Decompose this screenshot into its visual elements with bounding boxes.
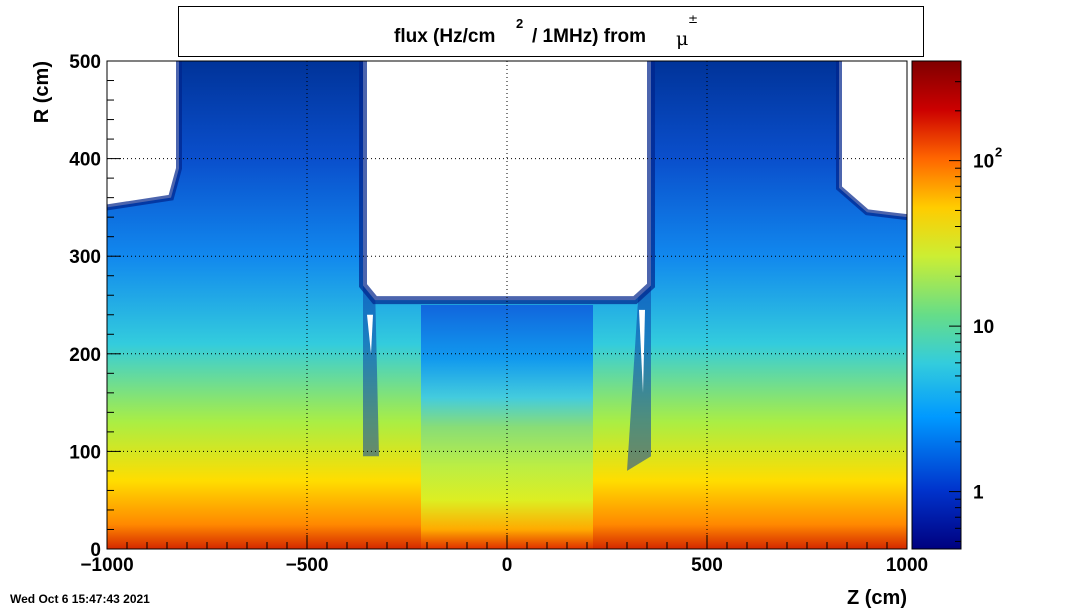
grid-lines [107,61,907,549]
colorbar [911,60,962,550]
x-tick-label: 0 [502,555,513,576]
chart-title-superscript: 2 [516,16,524,31]
colorbar-tick-label-sup: 2 [995,145,1002,160]
empty-region-right [835,61,907,218]
y-tick-label: 200 [69,345,101,366]
y-tick-label: 500 [69,52,101,73]
edge-left [107,61,182,211]
empty-notch-left [367,314,373,354]
x-tick-label: −500 [286,555,329,576]
heat-dark-band-right [627,285,651,471]
x-tick-label: −1000 [80,555,133,576]
x-tick-label: 500 [691,555,723,576]
x-tick-label: 1000 [886,555,928,576]
y-tick-label: 300 [69,247,101,268]
chart-title-prefix: flux (Hz/cm [394,26,496,47]
heatmap-area [107,61,907,549]
chart-title-particle-sup: ± [688,12,699,26]
timestamp: Wed Oct 6 15:47:43 2021 [10,592,150,606]
title-box [178,6,924,57]
colorbar-tick-label: 1 [973,483,984,504]
empty-notch-right [639,309,645,393]
empty-region-center [363,61,651,301]
y-tick-label: 0 [90,540,101,561]
y-tick-label: 100 [69,442,101,463]
chart-title-particle: μ [676,28,689,50]
heat-dark-band-left [363,285,379,457]
edge-right [836,61,907,221]
y-axis-label: R (cm) [31,61,53,123]
y-tick-label: 400 [69,150,101,171]
colorbar-tick-label: 10 [973,152,994,173]
edge-center [359,61,655,305]
empty-region-left [107,61,179,208]
axes: −1000 −500 0 500 1000 0 100 200 300 400 500 Z (cm) R… [31,52,928,609]
chart-title-rest: / 1MHz) from [532,26,646,47]
colorbar-tick-label: 10 [973,317,994,338]
x-axis-label: Z (cm) [847,587,907,609]
